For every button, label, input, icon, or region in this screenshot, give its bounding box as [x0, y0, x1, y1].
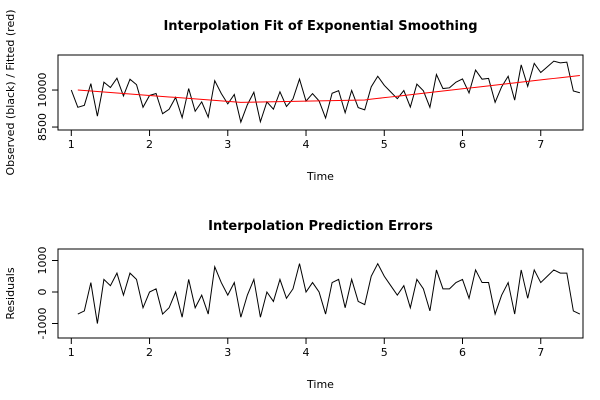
y-axis-label: Residuals — [4, 267, 17, 319]
series-line — [77, 74, 580, 103]
plot-box — [57, 248, 584, 339]
x-tick-label: 5 — [381, 138, 388, 151]
chart-title: Interpolation Prediction Errors — [208, 219, 433, 234]
y-tick-label: 10000 — [36, 73, 49, 108]
x-axis-label: Time — [306, 170, 334, 183]
y-tick-label: 1000 — [36, 246, 49, 274]
x-tick-label: 2 — [146, 346, 153, 359]
x-tick-label: 7 — [537, 138, 544, 151]
x-tick-label: 3 — [224, 346, 231, 359]
y-axis-label: Observed (black) / Fitted (red) — [4, 10, 17, 176]
series-line — [77, 262, 581, 324]
x-tick-label: 3 — [224, 138, 231, 151]
x-tick-label: 6 — [459, 346, 466, 359]
y-tick-label: 0 — [36, 289, 49, 296]
y-tick-label: 8500 — [36, 113, 49, 141]
series-line — [70, 60, 580, 124]
x-tick-label: 1 — [68, 138, 75, 151]
x-axis-label: Time — [306, 378, 334, 391]
x-tick-label: 1 — [68, 346, 75, 359]
chart-title: Interpolation Fit of Exponential Smoothi… — [163, 19, 477, 34]
x-tick-label: 5 — [381, 346, 388, 359]
x-tick-label: 4 — [303, 346, 310, 359]
x-tick-label: 4 — [303, 138, 310, 151]
x-tick-label: 2 — [146, 138, 153, 151]
x-tick-label: 6 — [459, 138, 466, 151]
plot-box — [57, 54, 584, 131]
x-tick-label: 7 — [537, 346, 544, 359]
y-tick-label: -1000 — [36, 308, 49, 340]
